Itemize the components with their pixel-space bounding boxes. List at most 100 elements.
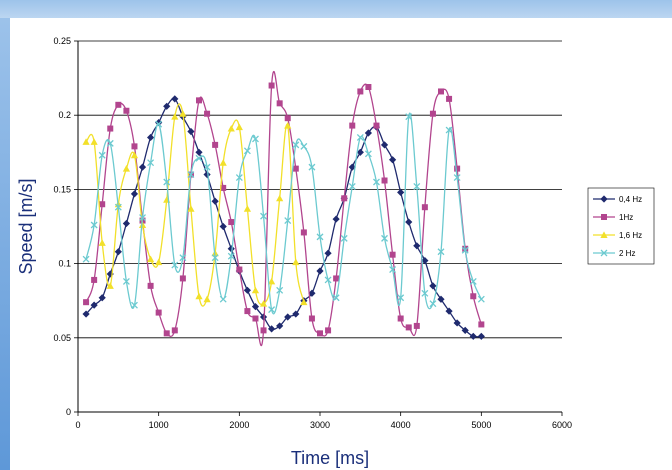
legend-marker (601, 214, 607, 220)
data-point-0-4-hz (421, 257, 429, 265)
data-point-1hz (147, 282, 154, 289)
data-point-1-6-hz (82, 138, 90, 145)
data-point-1-6-hz (259, 300, 268, 307)
data-point-0-4-hz (429, 282, 437, 290)
data-point-2-hz (300, 142, 308, 150)
data-point-2-hz (147, 159, 155, 167)
data-point-0-4-hz (477, 332, 485, 340)
data-point-1hz (389, 251, 396, 258)
data-point-2-hz (243, 147, 251, 155)
data-series (82, 70, 485, 347)
data-point-2-hz (373, 178, 380, 186)
data-point-0-4-hz (445, 307, 453, 315)
data-point-1hz (454, 165, 461, 172)
series-1-6-hz (82, 103, 308, 307)
data-point-1hz (317, 330, 323, 337)
data-point-1-6-hz (195, 292, 203, 300)
axes (74, 40, 563, 416)
data-point-0-4-hz (284, 313, 292, 321)
data-point-2-hz (106, 139, 114, 147)
data-point-1hz (131, 143, 138, 150)
data-point-0-4-hz (98, 294, 106, 302)
data-point-2-hz (340, 234, 348, 242)
data-point-1-6-hz (203, 295, 211, 303)
data-point-1hz (220, 184, 227, 191)
data-point-2-hz (211, 254, 219, 262)
data-point-0-4-hz (453, 319, 461, 327)
gridlines (78, 40, 562, 339)
y-tick-label: 0.2 (58, 110, 71, 120)
data-point-0-4-hz (122, 219, 130, 228)
data-point-2-hz (445, 126, 453, 134)
data-point-1hz (292, 165, 299, 172)
data-point-1hz (115, 101, 122, 108)
data-point-1hz (204, 110, 211, 117)
data-point-1hz (244, 308, 251, 315)
data-point-0-4-hz (316, 267, 324, 275)
data-point-2-hz (195, 154, 203, 162)
data-point-1hz (357, 88, 364, 95)
data-point-0-4-hz (469, 332, 477, 340)
data-point-0-4-hz (147, 133, 155, 142)
speed-time-chart: 0 0.05 0.1 0.15 0.2 0.25 0 1000 2000 3000 4000 5000… (16, 36, 655, 468)
data-point-2-hz (413, 182, 421, 190)
data-point-1-6-hz (122, 165, 130, 172)
x-tick-label: 4000 (391, 420, 411, 430)
data-point-2-hz (364, 150, 372, 158)
data-point-2-hz (187, 171, 195, 179)
data-point-2-hz (477, 295, 485, 303)
data-point-0-4-hz (364, 129, 372, 137)
data-point-1-6-hz (106, 282, 114, 289)
data-point-2-hz (114, 203, 122, 211)
data-point-0-4-hz (268, 325, 276, 333)
data-point-1hz (276, 100, 283, 107)
data-point-0-4-hz (219, 222, 227, 231)
data-point-1hz (99, 201, 106, 208)
data-point-2-hz (171, 261, 179, 269)
data-point-2-hz (308, 163, 316, 171)
y-tick-label: 0.05 (53, 333, 71, 343)
data-point-1-6-hz (292, 258, 300, 266)
data-point-1hz (429, 110, 436, 117)
data-point-2-hz (163, 178, 171, 186)
data-point-1hz (349, 122, 356, 129)
data-point-0-4-hz (138, 163, 147, 171)
data-point-1hz (405, 324, 412, 331)
data-point-2-hz (381, 234, 388, 242)
legend-item-0-4-hz: 0,4 Hz (593, 195, 642, 204)
data-point-2-hz (461, 246, 469, 254)
data-point-2-hz (429, 300, 437, 308)
data-point-1hz (470, 293, 477, 300)
data-point-0-4-hz (276, 322, 284, 330)
x-tick-label: 5000 (471, 420, 491, 430)
data-point-1-6-hz (155, 258, 163, 266)
data-point-1-6-hz (235, 123, 243, 131)
data-point-2-hz (98, 151, 106, 159)
data-point-1-6-hz (179, 110, 187, 117)
data-point-1hz (381, 177, 388, 184)
data-point-0-4-hz (461, 326, 469, 334)
x-tick-label: 0 (75, 420, 80, 430)
data-point-2-hz (421, 289, 429, 297)
data-point-1-6-hz (284, 121, 292, 129)
y-axis-title: Speed [m/s] (16, 178, 36, 274)
chart-panel: 0 0.05 0.1 0.15 0.2 0.25 0 1000 2000 3000 4000 5000… (10, 18, 672, 470)
data-point-1-6-hz (90, 138, 98, 145)
data-point-1hz (268, 82, 275, 89)
data-point-2-hz (235, 174, 243, 181)
data-point-0-4-hz (187, 127, 195, 136)
data-point-0-4-hz (90, 301, 98, 309)
data-point-0-4-hz (348, 163, 356, 171)
data-point-0-4-hz (380, 141, 389, 149)
y-tick-label: 0.1 (58, 259, 71, 269)
data-point-2-hz (389, 266, 397, 273)
data-point-0-4-hz (437, 295, 445, 303)
data-point-1hz (478, 321, 485, 328)
data-point-1-6-hz (130, 151, 139, 159)
data-point-2-hz (292, 141, 300, 149)
data-point-1hz (196, 97, 202, 104)
data-point-0-4-hz (163, 102, 171, 110)
x-tick-label: 6000 (552, 420, 572, 430)
data-point-1hz (252, 315, 259, 322)
data-point-1hz (163, 330, 170, 337)
